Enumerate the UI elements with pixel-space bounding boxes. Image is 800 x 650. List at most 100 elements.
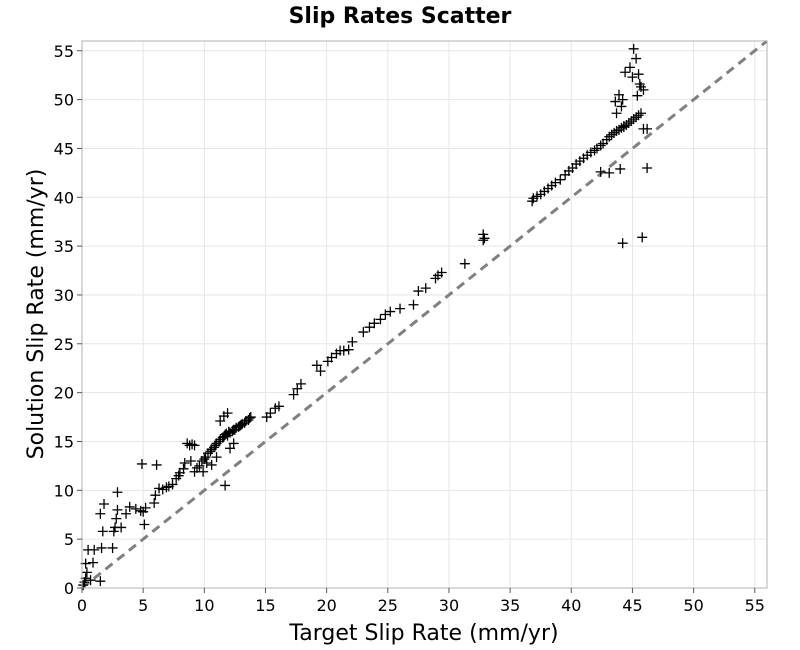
scatter-point — [617, 94, 628, 105]
scatter-point — [161, 482, 172, 493]
x-tick-label: 20 — [316, 596, 336, 615]
scatter-point — [88, 557, 99, 568]
y-tick-label: 50 — [54, 91, 74, 110]
scatter-point — [206, 459, 217, 470]
scatter-point — [436, 267, 447, 278]
scatter-point — [245, 412, 256, 423]
scatter-point — [151, 459, 162, 470]
scatter-point — [637, 232, 648, 243]
scatter-point — [369, 318, 380, 329]
y-axis-label: Solution Slip Rate (mm/yr) — [24, 169, 49, 460]
scatter-point — [311, 360, 322, 371]
scatter-point — [295, 378, 306, 389]
scatter-point — [395, 303, 406, 314]
scatter-point — [121, 508, 132, 519]
x-tick-label: 40 — [561, 596, 581, 615]
x-tick-label: 0 — [77, 596, 87, 615]
y-tick-label: 5 — [64, 530, 74, 549]
scatter-point — [595, 166, 606, 177]
scatter-point — [631, 53, 642, 64]
scatter-point — [89, 544, 100, 555]
scatter-point — [633, 69, 644, 80]
scatter-point — [478, 229, 489, 240]
scatter-point — [116, 522, 127, 533]
x-tick-label: 15 — [255, 596, 275, 615]
scatter-point — [112, 504, 123, 515]
scatter-point — [150, 490, 161, 501]
scatter-point — [111, 513, 122, 524]
scatter-point — [167, 479, 178, 490]
scatter-point — [595, 140, 606, 151]
scatter-point — [632, 90, 643, 101]
y-tick-label: 25 — [54, 335, 74, 354]
scatter-point — [611, 108, 622, 119]
data-points — [78, 43, 653, 591]
scatter-point — [625, 62, 635, 73]
scatter-point — [273, 401, 284, 412]
scatter-point — [459, 258, 470, 269]
scatter-point — [95, 508, 106, 519]
scatter-point — [187, 439, 198, 450]
y-tick-label: 20 — [54, 384, 74, 403]
x-tick-label: 25 — [378, 596, 398, 615]
y-tick-label: 10 — [54, 481, 74, 500]
scatter-point — [96, 542, 107, 553]
scatter-point — [636, 108, 647, 119]
scatter-point — [589, 145, 600, 156]
scatter-point — [375, 314, 386, 325]
scatter-point — [620, 67, 631, 78]
y-tick-label: 35 — [54, 237, 74, 256]
scatter-point — [315, 366, 326, 377]
y-tick-label: 40 — [54, 188, 74, 207]
x-tick-label: 35 — [500, 596, 520, 615]
scatter-point — [555, 174, 566, 185]
scatter-point — [615, 163, 626, 174]
scatter-point — [124, 501, 135, 512]
x-axis-ticks: 0 5 10 15 20 25 30 35 40 45 50 55 — [77, 588, 765, 615]
y-tick-label: 45 — [54, 139, 74, 158]
scatter-point — [385, 306, 396, 317]
y-tick-label: 15 — [54, 432, 74, 451]
scatter-point — [112, 487, 123, 498]
scatter-point — [198, 466, 209, 477]
scatter-point — [140, 502, 151, 513]
scatter-point — [244, 413, 255, 424]
scatter-point — [211, 452, 222, 463]
x-tick-label: 45 — [622, 596, 642, 615]
scatter-point — [616, 101, 627, 112]
scatter-point — [638, 84, 649, 95]
scatter-point — [189, 440, 200, 451]
chart-title: Slip Rates Scatter — [289, 4, 512, 29]
reference-line — [81, 39, 768, 590]
x-axis-label: Target Slip Rate (mm/yr) — [288, 621, 558, 646]
scatter-point — [97, 526, 108, 537]
scatter-point — [149, 498, 160, 509]
scatter-point — [107, 542, 118, 553]
scatter-point — [139, 519, 150, 530]
scatter-point — [338, 345, 349, 356]
scatter-point — [228, 438, 239, 449]
scatter-point — [99, 498, 110, 509]
scatter-point — [85, 575, 96, 586]
y-axis-ticks: 0 5 10 15 20 25 30 35 40 45 50 55 — [54, 42, 82, 598]
scatter-point — [191, 462, 202, 473]
scatter-point — [182, 438, 193, 449]
scatter-point — [185, 456, 196, 467]
scatter-point — [179, 457, 190, 468]
scatter-point — [628, 43, 639, 54]
scatter-point — [358, 327, 369, 338]
scatter-point — [136, 458, 147, 469]
y-tick-label: 30 — [54, 286, 74, 305]
scatter-point — [343, 344, 354, 355]
scatter-point — [130, 503, 141, 514]
x-tick-label: 50 — [683, 596, 703, 615]
scatter-point — [81, 567, 92, 578]
plot-frame — [81, 40, 768, 589]
scatter-point — [642, 123, 653, 134]
x-tick-label: 30 — [439, 596, 459, 615]
x-tick-label: 55 — [745, 596, 765, 615]
x-tick-label: 5 — [138, 596, 148, 615]
scatter-point — [617, 238, 628, 249]
scatter-point — [420, 283, 431, 294]
